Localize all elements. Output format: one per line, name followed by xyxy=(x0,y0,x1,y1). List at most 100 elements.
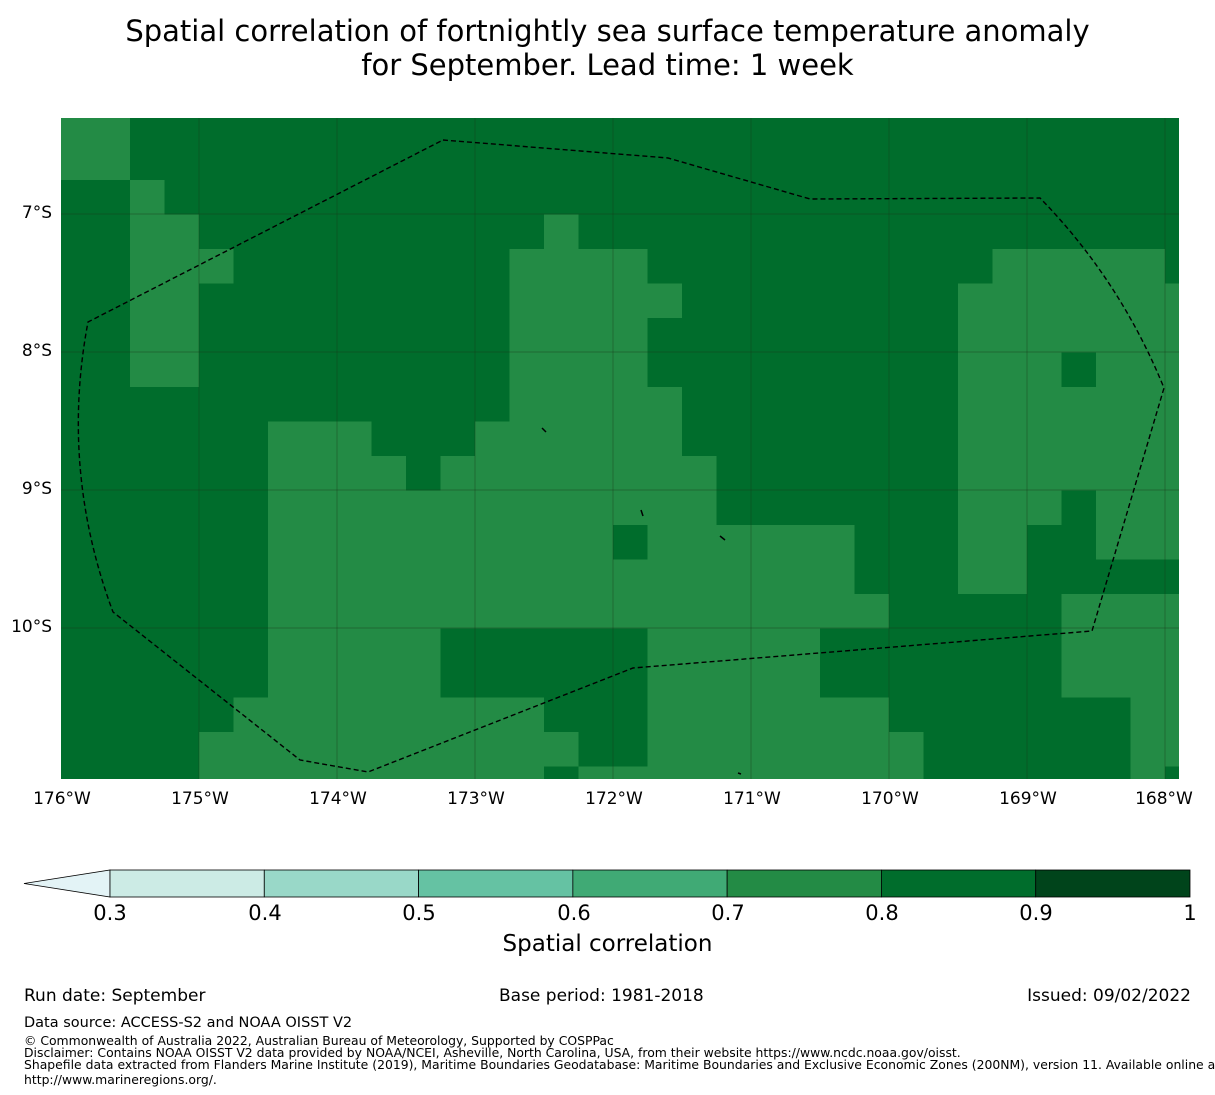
grid-cell-0-7-0-8 xyxy=(130,318,199,353)
grid-cell-0-7-0-8 xyxy=(268,421,372,456)
grid-cell-0-7-0-8 xyxy=(958,559,1027,594)
lon-label-175w: 175°W xyxy=(171,789,229,809)
grid-cell-0-7-0-8 xyxy=(233,697,544,732)
grid-cell-0-7-0-8 xyxy=(268,663,441,698)
colorbar-tick-1: 1 xyxy=(1183,901,1197,925)
grid-cell-0-7-0-8 xyxy=(440,490,717,525)
grid-cell-0-7-0-8 xyxy=(61,118,130,180)
disclaimer: Disclaimer: Contains NOAA OISST V2 data … xyxy=(24,1045,961,1060)
grid-cell-0-7-0-8 xyxy=(509,352,648,387)
grid-cell-0-7-0-8 xyxy=(958,456,1179,491)
colorbar-segment xyxy=(572,869,728,898)
grid-cell-0-7-0-8 xyxy=(1130,732,1179,767)
colorbar xyxy=(23,869,1191,898)
grid-cell-0-7-0-8 xyxy=(1061,663,1179,698)
colorbar-segment xyxy=(1035,869,1191,898)
grid-cell-0-7-0-8 xyxy=(647,663,820,698)
grid-cell-0-7-0-8 xyxy=(958,525,1027,560)
colorbar-segment xyxy=(881,869,1037,898)
island-mark xyxy=(640,509,644,517)
grid-cell-0-7-0-8 xyxy=(130,283,199,318)
island-mark xyxy=(719,535,726,541)
grid-cell-0-7-0-8 xyxy=(958,387,1062,422)
lon-label-170w: 170°W xyxy=(861,789,919,809)
colorbar-title: Spatial correlation xyxy=(502,931,713,957)
grid-cell-0-7-0-8 xyxy=(1165,318,1179,353)
grid-cell-0-7-0-8 xyxy=(1061,594,1179,629)
lat-label-10s: 10°S xyxy=(11,617,52,637)
lon-label-174w: 174°W xyxy=(309,789,367,809)
grid-cell-0-7-0-8 xyxy=(1130,697,1179,732)
island-mark xyxy=(541,427,547,433)
colorbar-tick-0-8: 0.8 xyxy=(865,901,899,925)
grid-cell-0-7-0-8 xyxy=(199,766,544,779)
grid-cell-0-7-0-8 xyxy=(544,214,579,249)
graticule xyxy=(61,118,1179,779)
grid-cell-0-7-0-8 xyxy=(682,559,855,594)
grid-cell-0-7-0-8 xyxy=(958,421,1062,456)
shapefile-credit-line1: Shapefile data extracted from Flanders M… xyxy=(24,1057,1215,1072)
grid-cell-0-7-0-8 xyxy=(268,594,648,629)
grid-cell-0-7-0-8 xyxy=(1130,766,1165,779)
title-line-2: for September. Lead time: 1 week xyxy=(361,48,854,82)
grid-cell-0-7-0-8 xyxy=(1061,387,1179,422)
grid-cell-0-7-0-8 xyxy=(509,318,648,353)
island-marks xyxy=(541,427,742,775)
colorbar-tick-0-3: 0.3 xyxy=(93,901,127,925)
grid-cell-0-7-0-8 xyxy=(1096,525,1179,560)
grid-cell-0-7-0-8 xyxy=(130,180,165,215)
grid-cell-0-7-0-8 xyxy=(475,421,682,456)
grid-cell-0-7-0-8 xyxy=(130,249,234,284)
lon-label-169w: 169°W xyxy=(999,789,1057,809)
grid-cell-0-7-0-8 xyxy=(958,283,1165,318)
colorbar-tick-0-5: 0.5 xyxy=(402,901,436,925)
data-source: Data source: ACCESS-S2 and NOAA OISST V2 xyxy=(24,1015,353,1031)
grid-cell-0-7-0-8 xyxy=(958,490,1062,525)
colorbar-tick-0-6: 0.6 xyxy=(557,901,591,925)
colorbar-segment xyxy=(418,869,574,898)
grid-cell-0-7-0-8 xyxy=(647,594,889,629)
grid-cell-0-7-0-8 xyxy=(958,352,1062,387)
lat-label-9s: 9°S xyxy=(21,479,52,499)
copyright: © Commonwealth of Australia 2022, Austra… xyxy=(24,1033,614,1048)
grid-cell-0-7-0-8 xyxy=(1096,352,1179,387)
grid-cell-0-7-0-8 xyxy=(440,456,717,491)
title-line-1: Spatial correlation of fortnightly sea s… xyxy=(125,14,1090,48)
lat-label-7s: 7°S xyxy=(21,203,52,223)
colorbar-segment xyxy=(109,869,265,898)
lat-label-8s: 8°S xyxy=(21,341,52,361)
grid-cell-0-7-0-8 xyxy=(647,697,889,732)
grid-cell-0-7-0-8 xyxy=(268,490,441,525)
colorbar-tick-0-4: 0.4 xyxy=(248,901,282,925)
chart-title: Spatial correlation of fortnightly sea s… xyxy=(0,14,1215,82)
grid-cell-0-7-0-8 xyxy=(268,525,475,560)
colorbar-segment xyxy=(726,869,882,898)
grid-cell-0-7-0-8 xyxy=(199,732,579,767)
grid-cell-0-7-0-8 xyxy=(992,249,1165,284)
eez-boundary xyxy=(77,139,1165,773)
grid-cell-0-7-0-8 xyxy=(958,318,1165,353)
colorbar-extend-min xyxy=(23,869,111,898)
correlation-grid xyxy=(61,118,1179,779)
grid-cell-0-7-0-8 xyxy=(647,628,820,663)
grid-cell-0-7-0-8 xyxy=(130,214,199,249)
colorbar-segment xyxy=(263,869,419,898)
colorbar-tick-0-7: 0.7 xyxy=(711,901,745,925)
grid-cell-0-7-0-8 xyxy=(509,283,682,318)
base-period: Base period: 1981-2018 xyxy=(499,986,704,1006)
grid-cell-0-7-0-8 xyxy=(1061,421,1179,456)
lon-label-171w: 171°W xyxy=(723,789,781,809)
grid-cell-0-7-0-8 xyxy=(1061,628,1179,663)
grid-cell-0-7-0-8 xyxy=(647,732,924,767)
lon-label-172w: 172°W xyxy=(585,789,643,809)
issued-date: Issued: 09/02/2022 xyxy=(1027,986,1191,1006)
shapefile-credit-line2: http://www.marineregions.org/. xyxy=(24,1072,217,1087)
lon-label-176w: 176°W xyxy=(33,789,91,809)
lon-label-173w: 173°W xyxy=(447,789,505,809)
grid-cell-0-7-0-8 xyxy=(130,352,199,387)
grid-cell-0-7-0-8 xyxy=(475,525,613,560)
island-mark xyxy=(737,772,742,775)
grid-cell-0-7-0-8 xyxy=(1165,283,1179,318)
lon-label-168w: 168°W xyxy=(1135,789,1193,809)
